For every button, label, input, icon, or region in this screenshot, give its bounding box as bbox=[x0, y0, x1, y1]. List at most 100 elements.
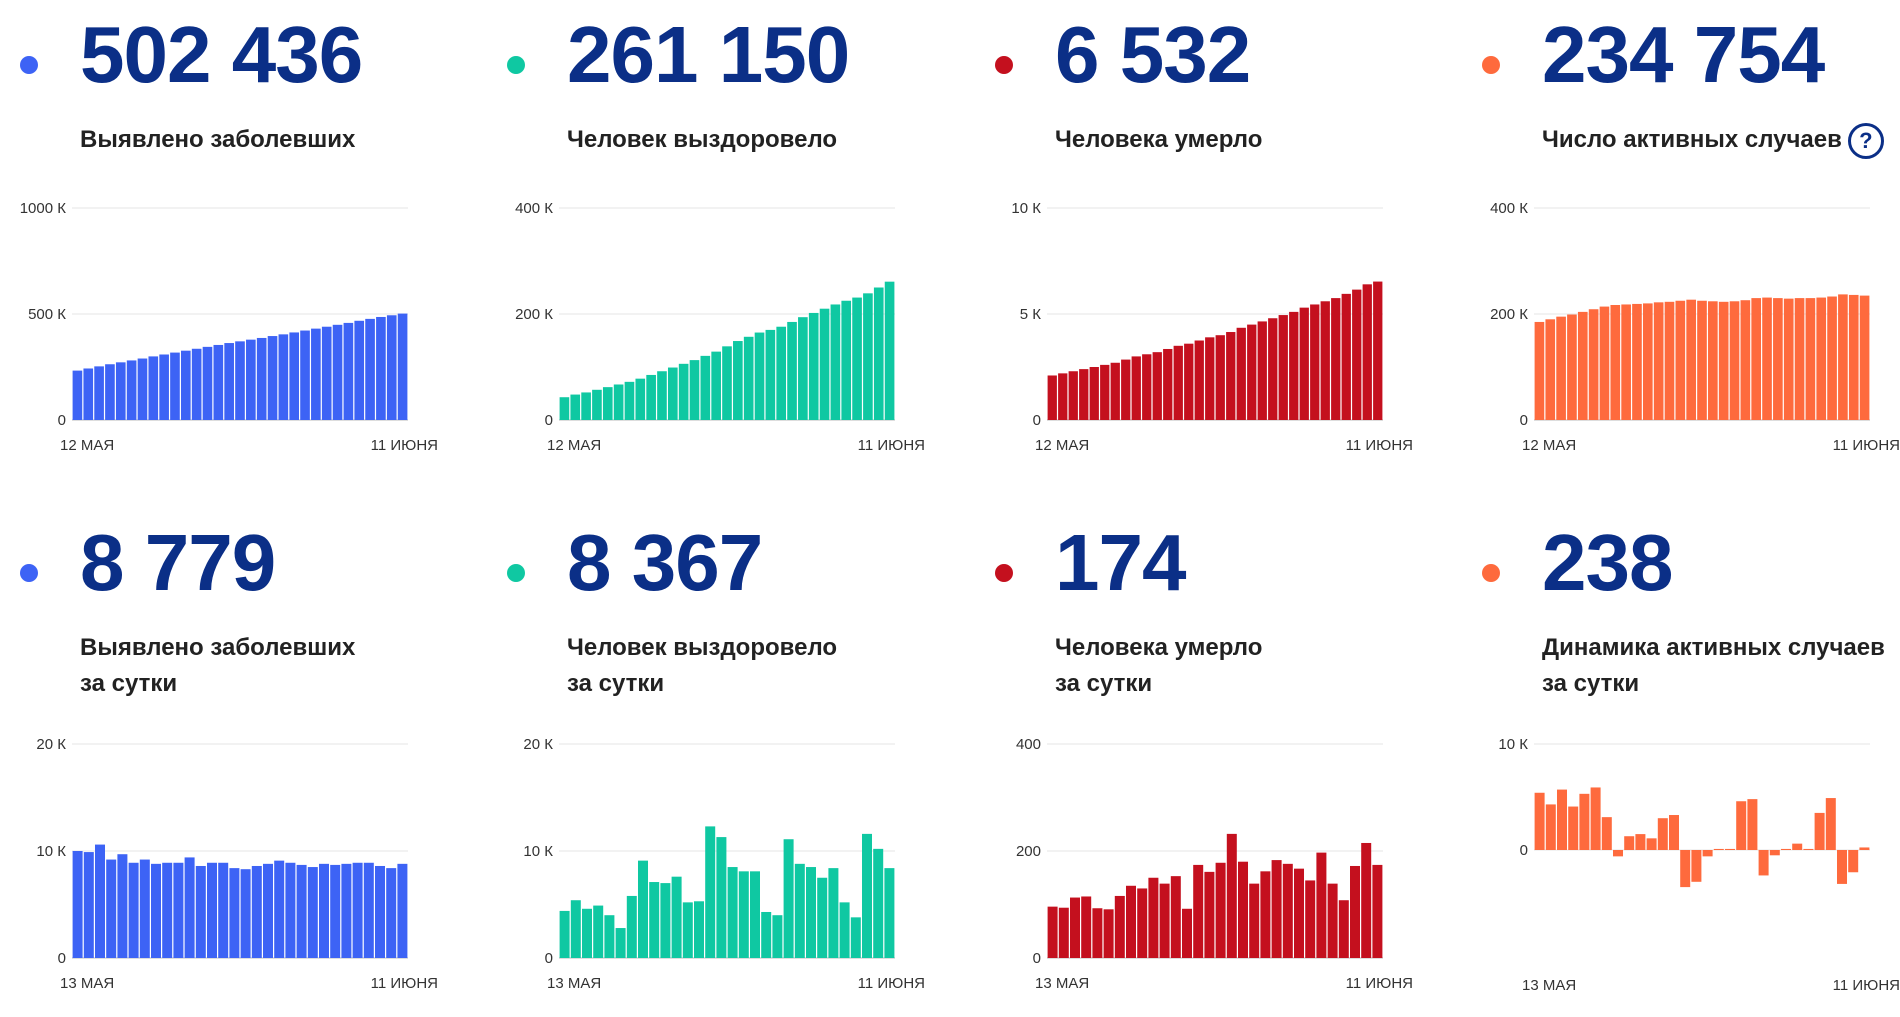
bar bbox=[1068, 371, 1078, 420]
bar bbox=[638, 860, 648, 958]
bar bbox=[191, 348, 202, 420]
panel-recovered-total: 261 150 Человек выздоровело 0 200 К 400 К 12 … bbox=[497, 0, 972, 508]
metric-label-line: за сутки bbox=[1055, 670, 1153, 697]
bar bbox=[170, 352, 180, 420]
help-icon[interactable]: ? bbox=[1847, 122, 1884, 159]
bar bbox=[626, 895, 637, 958]
bar bbox=[341, 863, 352, 958]
bar bbox=[1114, 895, 1125, 958]
y-tick-label: 10 К bbox=[36, 843, 66, 860]
bar bbox=[1310, 304, 1320, 420]
x-tick-label-end: 11 ИЮНЯ bbox=[371, 975, 438, 992]
bar bbox=[263, 863, 273, 958]
bar bbox=[604, 915, 615, 958]
y-tick-label: 0 bbox=[1033, 412, 1041, 429]
bar bbox=[1271, 860, 1282, 958]
bar bbox=[352, 862, 363, 958]
bar bbox=[1331, 298, 1341, 420]
bar bbox=[1762, 297, 1772, 420]
bar bbox=[376, 316, 386, 420]
bar bbox=[128, 862, 139, 958]
legend-dot bbox=[20, 564, 38, 582]
bar bbox=[321, 326, 332, 420]
bar bbox=[705, 826, 716, 958]
bar bbox=[1632, 303, 1642, 420]
bar bbox=[1320, 301, 1330, 420]
legend-dot bbox=[1482, 56, 1500, 74]
chart-recovered-total: 0 200 К 400 К 12 МАЯ 11 ИЮНЯ bbox=[515, 200, 925, 454]
bar bbox=[1646, 838, 1657, 850]
metric-label-line: Человека умерло bbox=[1055, 634, 1263, 661]
bar bbox=[592, 389, 602, 420]
x-tick-label-end: 11 ИЮНЯ bbox=[371, 437, 438, 454]
bar bbox=[94, 366, 104, 420]
bar bbox=[397, 863, 408, 958]
bar bbox=[1184, 343, 1194, 420]
bar bbox=[332, 324, 343, 420]
bar bbox=[671, 876, 682, 958]
panel-deaths-daily: 174 Человека умерло за сутки 0 200 400 13 МАЯ 1… bbox=[985, 508, 1460, 1016]
bar bbox=[1047, 906, 1058, 958]
bar bbox=[884, 281, 895, 420]
bar bbox=[240, 869, 251, 958]
bar bbox=[646, 374, 656, 420]
bar bbox=[1718, 301, 1729, 420]
bar bbox=[1758, 850, 1769, 876]
bar bbox=[83, 368, 94, 420]
bar bbox=[635, 378, 646, 420]
bar bbox=[267, 336, 278, 420]
metric-label: Выявлено заболевших bbox=[80, 122, 355, 158]
metric-label: Человек выздоровело за сутки bbox=[567, 630, 837, 702]
bar bbox=[1047, 375, 1057, 420]
y-tick-label: 0 bbox=[1520, 412, 1528, 429]
bar bbox=[1148, 877, 1159, 958]
bar bbox=[386, 315, 397, 420]
bar bbox=[1729, 301, 1740, 420]
bar bbox=[1599, 306, 1610, 420]
y-tick-label: 0 bbox=[545, 412, 553, 429]
bar bbox=[1675, 300, 1686, 420]
bar bbox=[180, 350, 191, 420]
big-number: 238 bbox=[1542, 518, 1673, 607]
metric-label-line: Человек выздоровело bbox=[567, 634, 838, 661]
bar bbox=[296, 864, 307, 958]
bar bbox=[224, 343, 234, 420]
legend-dot bbox=[1482, 564, 1500, 582]
bar bbox=[1848, 294, 1859, 420]
bar bbox=[1299, 307, 1309, 420]
bar bbox=[105, 364, 115, 420]
bar bbox=[1193, 864, 1204, 958]
bar bbox=[1556, 316, 1566, 420]
bar bbox=[1236, 327, 1246, 420]
x-tick-label-start: 12 МАЯ bbox=[1035, 437, 1089, 454]
bar bbox=[873, 848, 884, 958]
bar bbox=[1610, 304, 1621, 420]
bar bbox=[1848, 850, 1859, 873]
bar bbox=[1567, 314, 1577, 420]
bar bbox=[1579, 793, 1590, 850]
bar bbox=[1058, 907, 1069, 958]
x-tick-label-start: 13 МАЯ bbox=[60, 975, 114, 992]
bar bbox=[213, 344, 224, 420]
bar bbox=[1534, 792, 1545, 850]
bar bbox=[1545, 804, 1556, 850]
bar bbox=[1837, 850, 1847, 884]
bar bbox=[593, 905, 604, 958]
bar bbox=[1708, 301, 1718, 420]
panel-deaths-total: 6 532 Человека умерло 0 5 К 10 К 12 МАЯ 11 ИЮН… bbox=[985, 0, 1460, 508]
chart-active-daily: 0 10 К 13 МАЯ 11 ИЮНЯ bbox=[1498, 736, 1900, 994]
metric-label: Выявлено заболевших за сутки bbox=[80, 630, 355, 702]
big-number: 174 bbox=[1055, 518, 1186, 607]
y-tick-label: 400 К bbox=[515, 200, 553, 217]
bar bbox=[1697, 300, 1707, 420]
bar bbox=[1725, 848, 1735, 850]
bar bbox=[289, 332, 300, 420]
bar bbox=[787, 321, 797, 420]
metric-label-line: Выявлено заболевших bbox=[80, 126, 356, 153]
chart-cases-daily: 0 10 К 20 К 13 МАЯ 11 ИЮНЯ bbox=[36, 736, 438, 992]
bar bbox=[117, 854, 128, 958]
bar bbox=[754, 332, 765, 420]
metric-label: Человека умерло за сутки bbox=[1055, 630, 1262, 702]
bar bbox=[1081, 896, 1092, 958]
bar bbox=[743, 336, 754, 420]
